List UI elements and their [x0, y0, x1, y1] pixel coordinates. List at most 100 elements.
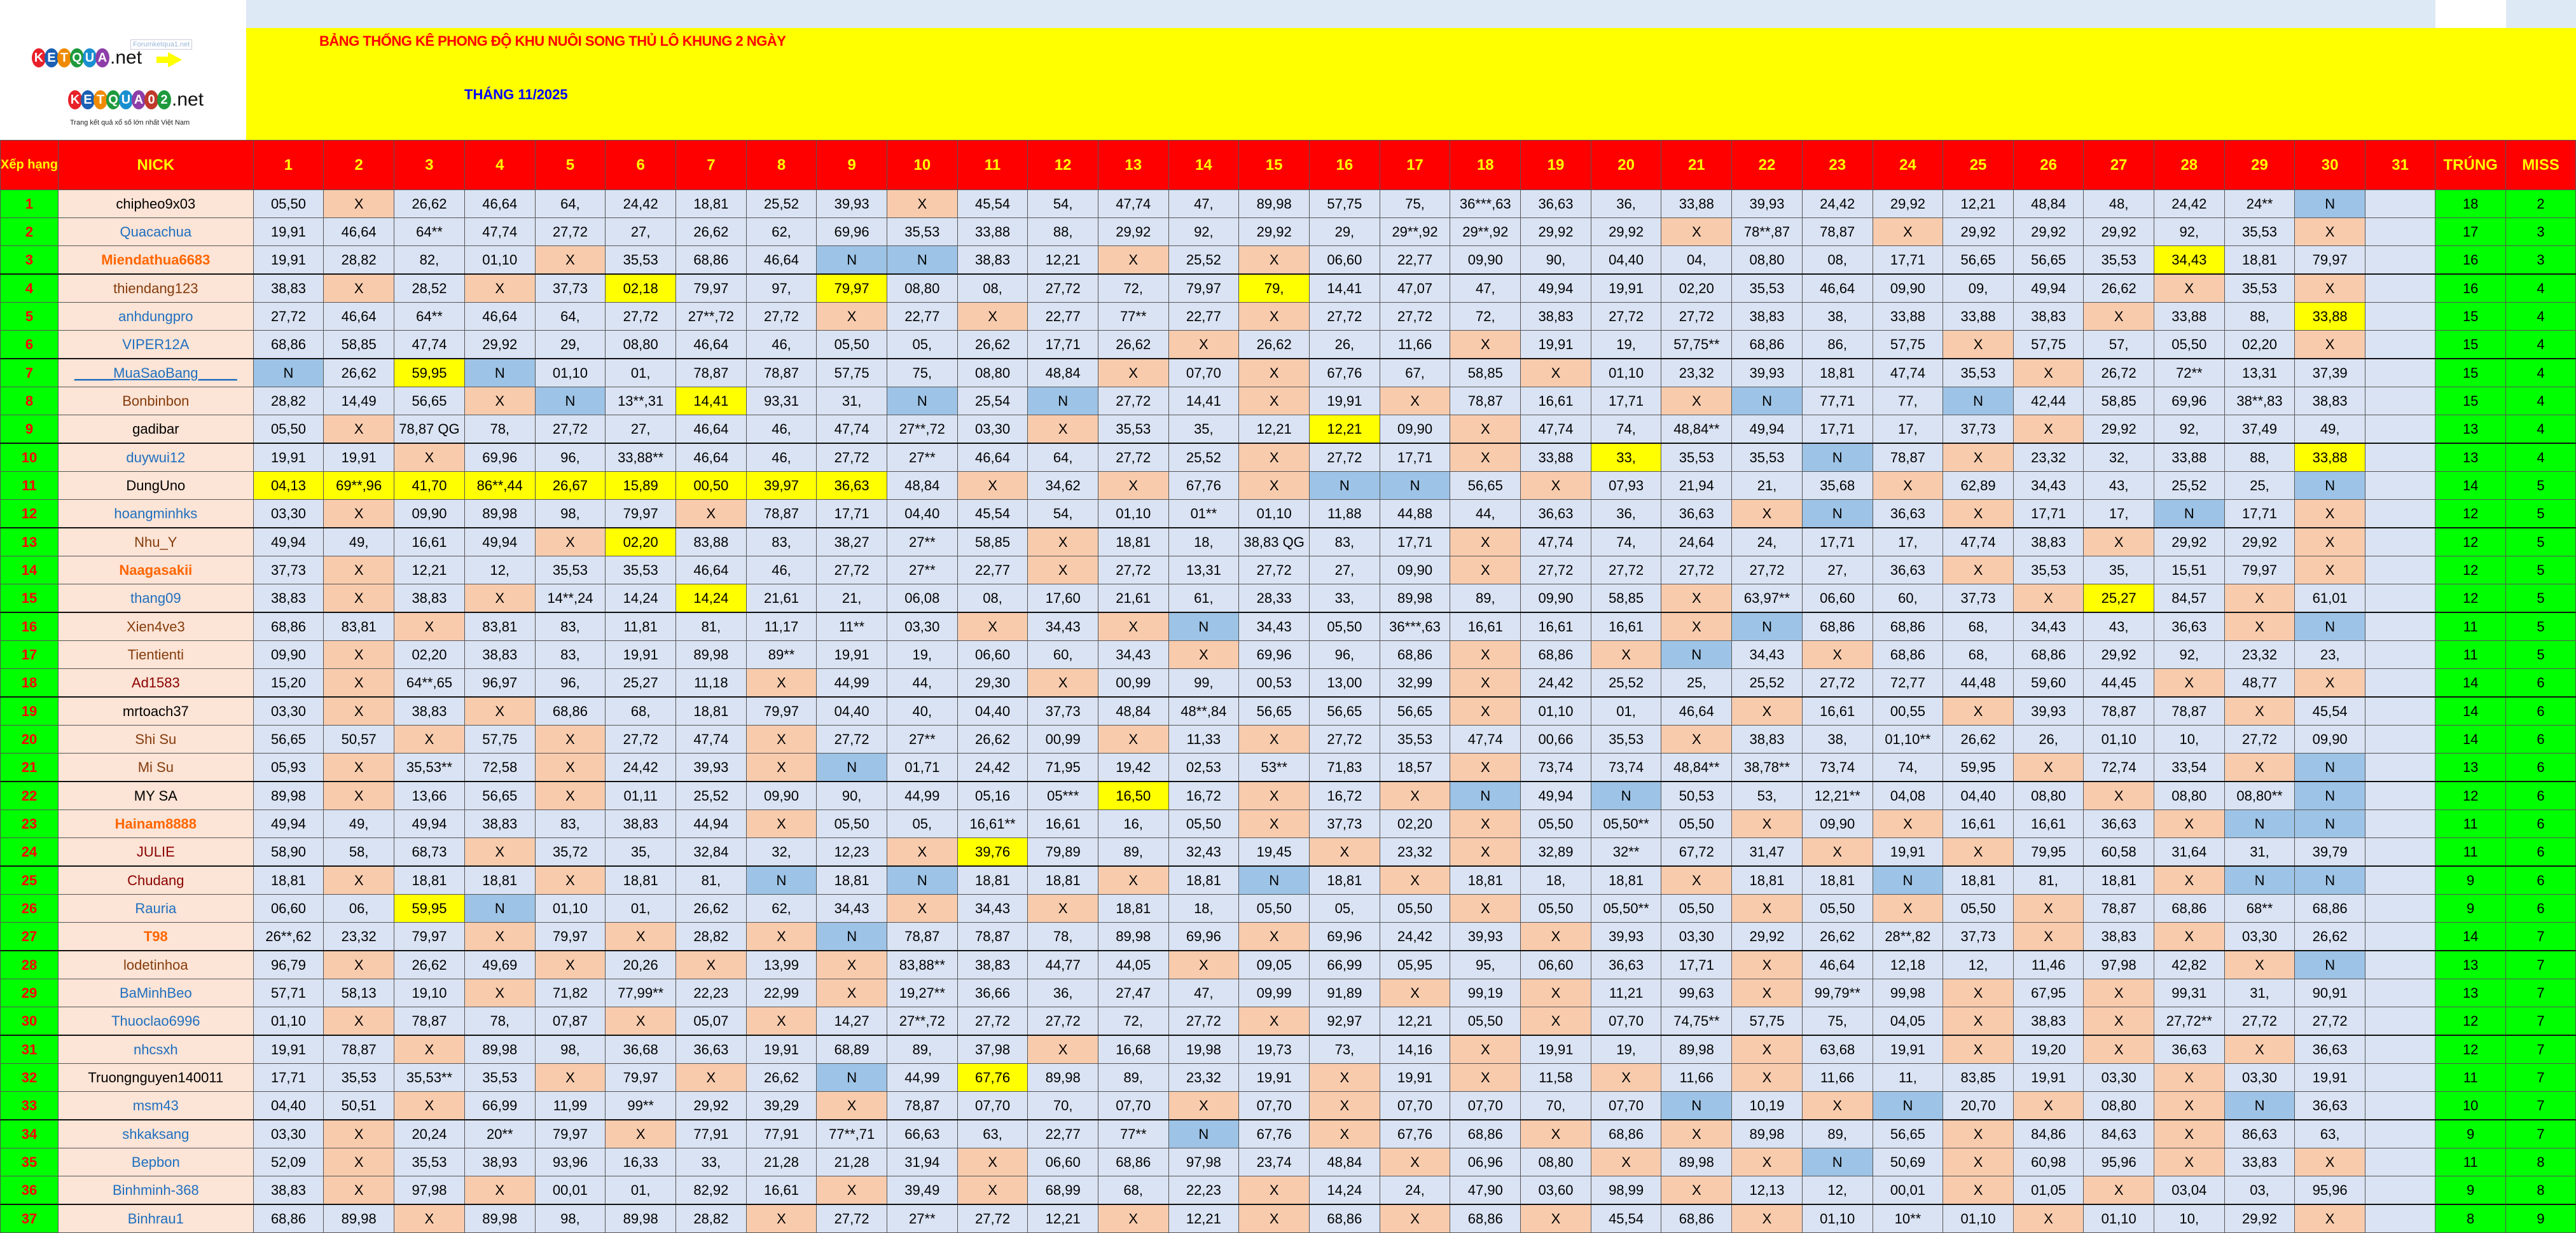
- day-cell: 33,88: [2153, 302, 2225, 331]
- day-cell: 27**: [886, 1204, 958, 1233]
- day-cell: X: [2294, 1148, 2365, 1176]
- day-cell: 47,74: [394, 330, 465, 359]
- miss-count: 8: [2505, 1148, 2576, 1176]
- day-cell: 28,82: [675, 1204, 747, 1233]
- day-cell: 01,10**: [1872, 725, 1944, 754]
- rank-cell: 24: [0, 837, 59, 867]
- day-cell: 34,43: [1027, 612, 1098, 641]
- day-cell: 11**: [816, 612, 887, 641]
- day-cell: 48,84: [2012, 189, 2084, 218]
- day-cell: X: [1238, 1007, 1310, 1036]
- rank-cell: 14: [0, 556, 59, 584]
- day-cell: 56,65: [394, 387, 465, 415]
- day-cell: 68,86: [2153, 894, 2225, 923]
- day-cell: X: [2224, 1035, 2296, 1064]
- rank-cell: 7: [0, 358, 59, 387]
- day-cell: 16,61: [394, 527, 465, 556]
- day-cell: 18,: [1168, 527, 1240, 556]
- day-cell: 78,87: [2083, 696, 2154, 726]
- day-cell: 07,70: [1097, 1091, 1169, 1120]
- day-cell: 22,77: [1379, 245, 1451, 275]
- day-cell: X: [1238, 1176, 1310, 1205]
- day-cell: 38,83 QG: [1238, 527, 1310, 556]
- day-cell: 50,53: [1661, 781, 1733, 810]
- day-cell: 71,82: [534, 979, 606, 1007]
- day-cell: 96,79: [253, 950, 324, 979]
- day-cell-empty: [2364, 443, 2436, 472]
- day-cell: 09,90: [1450, 245, 1521, 275]
- day-cell: 08,80: [886, 273, 958, 303]
- header-day-21: 21: [1661, 140, 1733, 190]
- day-cell: 07,70: [1450, 1091, 1521, 1120]
- day-cell: 69,96: [1309, 922, 1380, 951]
- day-cell: 46,64: [675, 556, 747, 584]
- day-cell: 98,: [534, 1204, 606, 1233]
- day-cell: 23,32: [1168, 1063, 1240, 1092]
- day-cell: 49,94: [1520, 273, 1591, 303]
- day-cell: 09,: [1942, 273, 2014, 303]
- day-cell: 27,72: [1731, 556, 1803, 584]
- day-cell: X: [1238, 245, 1310, 275]
- day-cell: 93,31: [745, 387, 817, 415]
- day-cell: 35,53: [605, 556, 677, 584]
- day-cell: X: [2294, 499, 2365, 528]
- day-cell: 38,: [1801, 302, 1873, 331]
- day-cell-empty: [2364, 387, 2436, 415]
- day-cell: X: [2224, 753, 2296, 782]
- day-cell: 64,: [534, 189, 606, 218]
- day-cell: 40,: [886, 696, 958, 726]
- day-cell: X: [1450, 1035, 1521, 1064]
- day-cell-empty: [2364, 584, 2436, 613]
- day-cell: 09,90: [2294, 725, 2365, 754]
- day-cell: 05,50: [1309, 612, 1380, 641]
- day-cell: 77,91: [745, 1119, 817, 1148]
- day-cell: 46,64: [675, 330, 747, 359]
- day-cell: 47,74: [1520, 527, 1591, 556]
- day-cell: 26,62: [2294, 922, 2365, 951]
- day-cell: 79,97: [675, 273, 747, 303]
- day-cell: X: [1027, 668, 1098, 698]
- day-cell: X: [394, 1204, 465, 1233]
- day-cell: 28,52: [394, 273, 465, 303]
- day-cell: 36,63: [2294, 1091, 2365, 1120]
- day-cell: 89,: [1450, 584, 1521, 613]
- day-cell: 38,83: [253, 1176, 324, 1205]
- day-cell: 81,: [2012, 865, 2084, 895]
- day-cell: 18,81: [2224, 245, 2296, 275]
- day-cell: 38,83: [605, 809, 677, 838]
- day-cell: N: [2294, 753, 2365, 782]
- day-cell: 89,98: [1379, 584, 1451, 613]
- trung-count: 16: [2435, 245, 2507, 275]
- day-cell: X: [2083, 781, 2154, 810]
- header-day-11: 11: [957, 140, 1028, 190]
- day-cell: X: [464, 979, 536, 1007]
- rank-cell: 26: [0, 894, 59, 923]
- day-cell: 08,: [957, 273, 1028, 303]
- day-cell: 61,: [1168, 584, 1240, 613]
- day-cell: 68,73: [394, 837, 465, 867]
- rank-cell: 19: [0, 696, 59, 726]
- day-cell: 26,62: [957, 330, 1028, 359]
- header-day-7: 7: [675, 140, 747, 190]
- day-cell: X: [1450, 1063, 1521, 1092]
- day-cell: N: [2224, 1091, 2296, 1120]
- day-cell: X: [2153, 1091, 2225, 1120]
- day-cell: 09,90: [1520, 584, 1591, 613]
- day-cell: 35,53: [886, 217, 958, 246]
- day-cell: 18,81: [957, 865, 1028, 895]
- day-cell: X: [394, 725, 465, 754]
- day-cell: 47,74: [675, 725, 747, 754]
- miss-count: 4: [2505, 302, 2576, 331]
- day-cell: 38,83: [2012, 1007, 2084, 1036]
- day-cell: 16,61: [1590, 612, 1662, 641]
- day-cell: 06,60: [1801, 584, 1873, 613]
- day-cell: 19,91: [2012, 1063, 2084, 1092]
- nick-cell: Hainam8888: [58, 809, 254, 838]
- day-cell: X: [745, 1007, 817, 1036]
- day-cell: 03,30: [1661, 922, 1733, 951]
- day-cell: 78,87: [394, 1007, 465, 1036]
- table-row: 8 Bonbinbon 28,82 14,49 56,65 X N 13**,31 14,41 9…: [0, 387, 2576, 415]
- day-cell: 47,90: [1450, 1176, 1521, 1205]
- trung-count: 11: [2435, 837, 2507, 867]
- table-row: 5 anhdungpro 27,72 46,64 64** 46,64 64, 27,72 27…: [0, 302, 2576, 331]
